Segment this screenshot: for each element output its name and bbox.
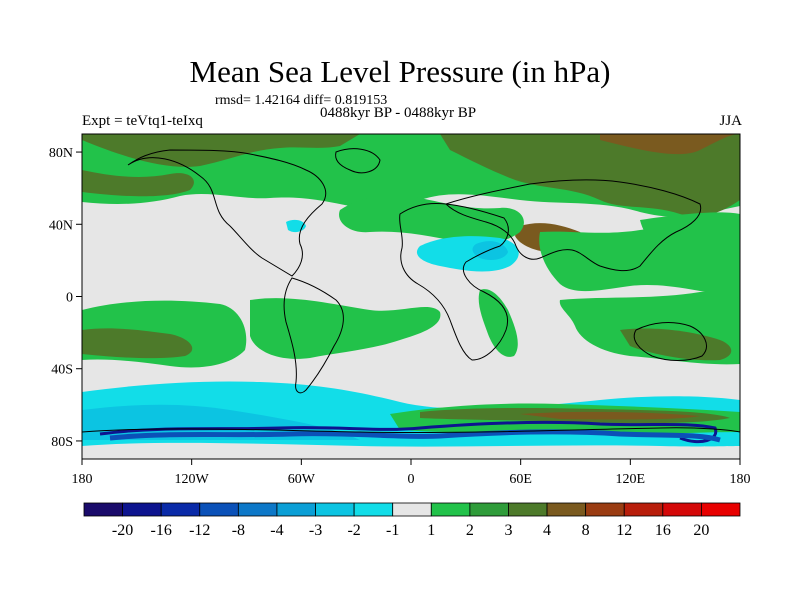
antarctica-coast: [82, 427, 740, 434]
season-label: JJA: [719, 113, 742, 129]
colorbar-box: [623, 502, 664, 517]
africa-green: [478, 289, 518, 357]
colorbar-box: [199, 502, 239, 517]
colorbar-label: 16: [655, 522, 671, 539]
latitude-ticks: 80N 40N 0 40S 80S: [49, 146, 82, 450]
colorbar-label: -2: [347, 522, 360, 539]
lon-tick-label: 120W: [175, 472, 210, 487]
lat-tick-label: 40S: [51, 363, 73, 378]
colorbar-label: 4: [543, 522, 551, 539]
colorbar-box: [546, 502, 587, 517]
colorbar-box: [508, 502, 548, 517]
antarctic-brown: [520, 411, 700, 420]
colorbar-label: 1: [427, 522, 435, 539]
colorbar-box: [160, 502, 201, 517]
colorbar-box: [237, 502, 278, 517]
colorbar-box: [315, 502, 355, 517]
colorbar-boxes: [83, 502, 741, 517]
lat-tick-label: 80N: [49, 146, 73, 161]
antarctic-blue-band: [109, 429, 721, 443]
south-america-coast: [283, 277, 344, 394]
experiment-label: Expt = teVtq1-teIxq: [82, 113, 203, 129]
colorbar-label: -3: [309, 522, 322, 539]
colorbar-label: -4: [270, 522, 283, 539]
colorbar-label: -20: [112, 522, 133, 539]
eurasia-coast: [445, 179, 702, 272]
lon-tick-label: 120E: [616, 472, 646, 487]
colorbar-box: [430, 502, 471, 517]
siberia-olive: [440, 134, 740, 217]
colorbar-labels: -20 -16 -12 -8 -4 -3 -2 -1 1 2 3 4 8 12 16 20: [112, 522, 709, 539]
colorbar-label: -16: [151, 522, 172, 539]
lat-tick-label: 40N: [49, 218, 73, 233]
lon-tick-label: 60W: [288, 472, 316, 487]
north-america-coast: [127, 149, 327, 277]
colorbar-label: 20: [693, 522, 709, 539]
lon-tick-label: 0: [408, 472, 415, 487]
colorbar-box: [701, 502, 741, 517]
antarctic-land-neutral: [82, 442, 740, 459]
asia-brown: [600, 134, 740, 155]
colorbar-box: [469, 502, 509, 517]
colorbar-box: [392, 502, 432, 517]
colorbar-box: [662, 502, 702, 517]
colorbar-box: [83, 502, 123, 517]
coastlines: [82, 148, 740, 434]
colorbar-label: 2: [466, 522, 474, 539]
colorbar-box: [276, 502, 316, 517]
lon-tick-label: 180: [72, 472, 93, 487]
colorbar-label: 3: [504, 522, 512, 539]
colorbar-box: [353, 502, 394, 517]
greenland-coast: [335, 148, 381, 174]
lon-tick-label: 180: [730, 472, 751, 487]
south-pacific-olive: [82, 328, 193, 359]
colorbar-box: [122, 502, 162, 517]
colorbar-label: 8: [582, 522, 590, 539]
colorbar-label: -1: [386, 522, 399, 539]
colorbar-box: [585, 502, 625, 517]
south-america-green: [250, 298, 441, 359]
lat-tick-label: 80S: [51, 435, 73, 450]
pacific-green: [640, 212, 740, 257]
colorbar-label: -8: [232, 522, 245, 539]
chart-title: Mean Sea Level Pressure (in hPa): [189, 54, 611, 89]
longitude-ticks: 180 120W 60W 0 60E 120E 180: [72, 459, 751, 487]
colorbar-label: -12: [189, 522, 210, 539]
antarctic-navy-band: [99, 420, 718, 444]
atlantic-green: [339, 195, 524, 244]
lon-tick-label: 60E: [509, 472, 532, 487]
southern-lightblue: [82, 404, 360, 440]
kamchatka-olive: [82, 170, 194, 197]
lat-tick-label: 0: [66, 291, 73, 306]
australia-coast: [633, 322, 707, 361]
field-layer: [82, 134, 740, 459]
period-label: 0488kyr BP - 0488kyr BP: [320, 105, 477, 121]
rmsd-label: rmsd= 1.42164 diff= 0.819153: [215, 93, 388, 108]
africa-coast: [399, 203, 509, 361]
colorbar-label: 12: [616, 522, 632, 539]
